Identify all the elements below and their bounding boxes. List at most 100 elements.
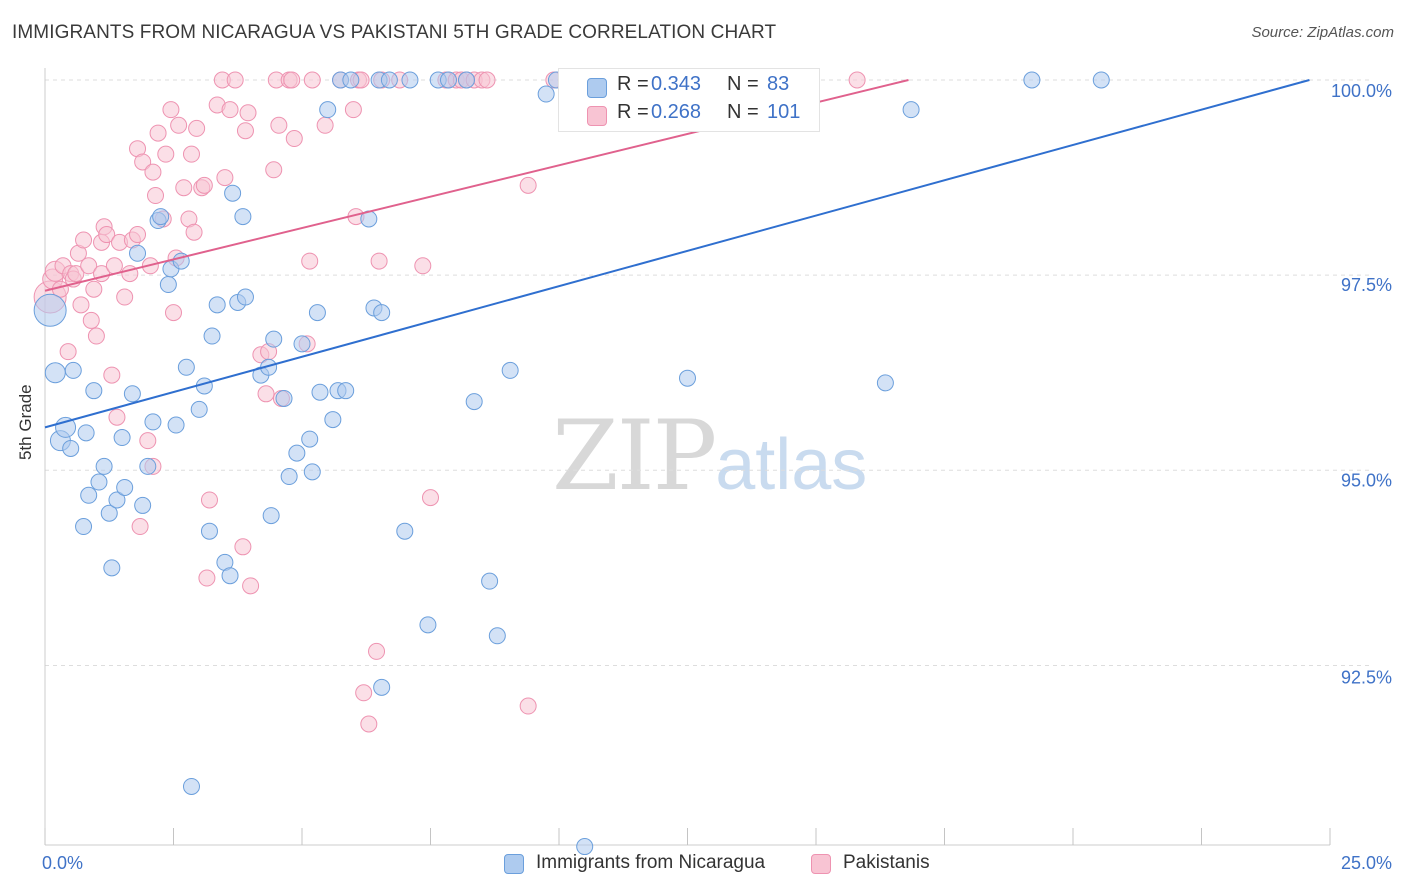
pakistanis-point bbox=[422, 489, 439, 507]
nicaragua-point bbox=[139, 457, 157, 475]
nicaragua-point bbox=[44, 362, 66, 384]
nicaragua-point bbox=[265, 330, 283, 348]
nicaragua-point bbox=[129, 244, 147, 262]
nicaragua-point bbox=[342, 71, 360, 89]
nicaragua-point bbox=[457, 71, 475, 89]
axis-layer bbox=[44, 68, 1331, 846]
nicaragua-point bbox=[380, 71, 398, 89]
nicaragua-point bbox=[280, 468, 298, 486]
pakistanis-point bbox=[368, 642, 386, 660]
y-tick-label: 100.0% bbox=[1331, 81, 1392, 101]
pakistanis-point bbox=[131, 518, 149, 536]
nicaragua-point bbox=[373, 678, 391, 696]
nicaragua-point bbox=[902, 101, 920, 119]
grid-layer bbox=[45, 79, 1370, 666]
nicaragua-point bbox=[308, 304, 326, 322]
nicaragua-point bbox=[152, 208, 170, 226]
nicaragua-point bbox=[134, 496, 152, 514]
pakistanis-point bbox=[147, 187, 165, 205]
nicaragua-point bbox=[275, 389, 293, 407]
nicaragua-point bbox=[576, 838, 594, 856]
pakistanis-point bbox=[239, 104, 257, 122]
nicaragua-point bbox=[337, 382, 355, 400]
nicaragua-point bbox=[113, 429, 131, 447]
pakistanis-point bbox=[116, 288, 134, 306]
nicaragua-point bbox=[439, 71, 457, 89]
pakistanis-r-value: 0.268 bbox=[651, 101, 702, 123]
pakistanis-point bbox=[301, 252, 319, 270]
pakistanis-point bbox=[139, 432, 157, 450]
nicaragua-point bbox=[144, 413, 162, 431]
nicaragua-point bbox=[103, 559, 121, 577]
pakistanis-point bbox=[216, 169, 234, 187]
nicaragua-point bbox=[319, 101, 337, 119]
pakistanis-point bbox=[285, 130, 303, 148]
pakistanis-point bbox=[59, 343, 77, 361]
pakistanis-point bbox=[370, 252, 388, 270]
trend-layer bbox=[44, 79, 1310, 429]
chart-title: IMMIGRANTS FROM NICARAGUA VS PAKISTANI 5… bbox=[12, 22, 777, 43]
pakistanis-point bbox=[75, 231, 93, 249]
nicaragua-point bbox=[373, 304, 391, 322]
nicaragua-point bbox=[33, 293, 67, 327]
pakistanis-point bbox=[355, 684, 373, 702]
nicaragua-point bbox=[221, 567, 239, 585]
pakistanis-point bbox=[103, 366, 121, 384]
pakistanis-point bbox=[165, 304, 182, 322]
pakistanis-point bbox=[478, 71, 496, 89]
pakistanis-n-value: 101 bbox=[767, 101, 801, 123]
stats-row-pakistanis: R = 0.268 N = 101 bbox=[559, 101, 819, 131]
nicaragua-point bbox=[203, 327, 221, 345]
nicaragua-point bbox=[303, 463, 321, 481]
pakistanis-legend-swatch bbox=[811, 854, 831, 874]
pakistanis-point bbox=[344, 101, 362, 119]
pakistanis-point bbox=[200, 491, 218, 509]
pakistanis-point bbox=[129, 226, 147, 244]
nicaragua-point bbox=[167, 416, 185, 434]
nicaragua-point bbox=[190, 400, 208, 418]
nicaragua-swatch bbox=[587, 78, 607, 98]
pakistanis-point bbox=[848, 71, 866, 89]
nicaragua-point bbox=[177, 358, 195, 376]
nicaragua-legend-label: Immigrants from Nicaragua bbox=[536, 852, 766, 873]
source-label: Source: ZipAtlas.com bbox=[1251, 24, 1394, 41]
r-label: R = bbox=[617, 101, 649, 123]
x-tick-label: 25.0% bbox=[1341, 853, 1392, 873]
pakistanis-point bbox=[87, 327, 105, 345]
nicaragua-point bbox=[182, 777, 200, 795]
nicaragua-point bbox=[159, 276, 177, 294]
pakistanis-legend-label: Pakistanis bbox=[843, 852, 930, 873]
pakistanis-point bbox=[234, 538, 252, 556]
nicaragua-point bbox=[100, 504, 118, 522]
pakistanis-point bbox=[157, 145, 175, 163]
stats-legend: R = 0.343 N = 83 R = 0.268 N = 101 bbox=[558, 68, 820, 132]
pakistanis-point bbox=[80, 257, 98, 275]
nicaragua-point bbox=[236, 288, 254, 306]
x-tick-label: 0.0% bbox=[42, 853, 83, 873]
nicaragua-trend-line bbox=[44, 79, 1310, 429]
nicaragua-point bbox=[1023, 71, 1041, 89]
nicaragua-point bbox=[116, 478, 134, 496]
r-label: R = bbox=[617, 73, 649, 95]
pakistanis-point bbox=[185, 223, 203, 241]
pakistanis-point bbox=[316, 116, 334, 134]
nicaragua-point bbox=[1092, 71, 1110, 89]
watermark-atlas: atlas bbox=[715, 425, 868, 505]
pakistanis-point bbox=[519, 697, 537, 715]
nicaragua-point bbox=[108, 491, 126, 509]
pakistanis-point bbox=[242, 577, 260, 595]
pakistanis-point bbox=[149, 124, 167, 142]
nicaragua-point bbox=[876, 374, 894, 392]
nicaragua-point bbox=[401, 71, 419, 89]
pakistanis-point bbox=[98, 226, 116, 244]
pakistanis-point bbox=[175, 179, 193, 197]
pakistanis-point bbox=[134, 153, 152, 171]
nicaragua-point bbox=[293, 335, 311, 353]
nicaragua-point bbox=[537, 85, 555, 103]
pakistanis-point bbox=[265, 161, 283, 179]
nicaragua-legend-swatch bbox=[504, 854, 524, 874]
nicaragua-point bbox=[311, 383, 329, 401]
nicaragua-point bbox=[481, 572, 499, 590]
pakistanis-point bbox=[72, 296, 90, 314]
